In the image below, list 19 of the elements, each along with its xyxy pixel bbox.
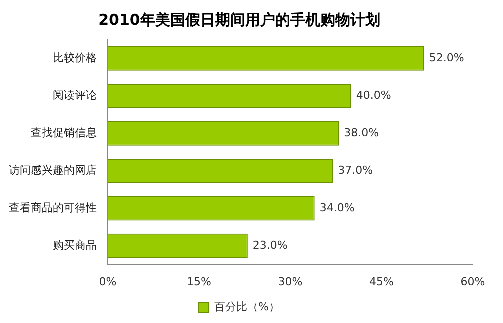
data-label: 52.0%: [429, 52, 464, 65]
data-label: 38.0%: [344, 126, 380, 140]
y-tick-label: 查找促销信息: [31, 126, 97, 140]
x-tick-label: 0%: [99, 275, 117, 288]
x-tick-label: 45%: [370, 275, 394, 288]
data-label: 40.0%: [356, 89, 392, 102]
legend-label: 百分比（%）: [214, 300, 280, 314]
y-tick-label: 查看商品的可得性: [9, 201, 97, 214]
data-label: 37.0%: [338, 164, 374, 177]
y-tick-label: 阅读评论: [53, 89, 97, 102]
y-tick-label: 访问感兴趣的网店: [9, 164, 97, 177]
data-label: 34.0%: [320, 201, 355, 214]
x-tick-label: 15%: [187, 275, 212, 288]
chart-title: 2010年美国假日期间用户的手机购物计划: [98, 10, 380, 29]
y-tick-label: 购买商品: [53, 238, 97, 252]
x-tick-label: 30%: [278, 275, 303, 288]
y-tick-label: 比较价格: [53, 52, 97, 65]
data-label: 23.0%: [252, 238, 288, 252]
x-tick-label: 60%: [460, 275, 486, 288]
